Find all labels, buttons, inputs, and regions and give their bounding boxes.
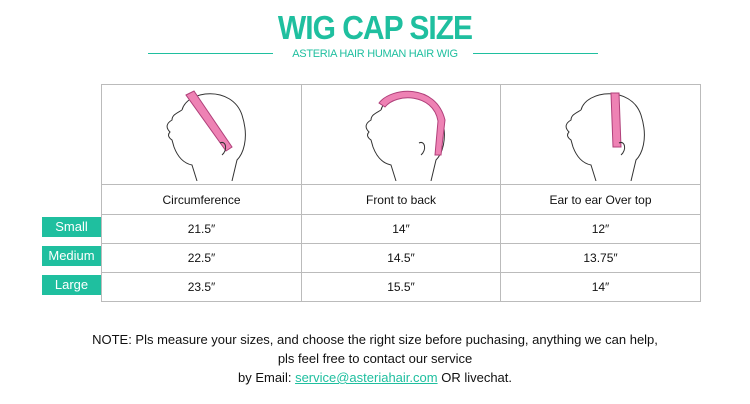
size-label-medium: Medium	[42, 246, 101, 266]
column-header: Front to back	[301, 184, 501, 215]
table-row: 21.5″ 14″ 12″	[101, 214, 701, 244]
note-line-2: pls feel free to contact our service	[277, 351, 473, 366]
size-label-large: Large	[42, 275, 101, 295]
email-link[interactable]: service@asteriahair.com	[295, 370, 438, 385]
note-email-prefix: by Email:	[237, 370, 296, 385]
head-circumference-icon	[166, 90, 246, 182]
cell: 21.5″	[101, 214, 302, 244]
column-header: Circumference	[101, 184, 302, 215]
note-line-3: by Email: service@asteriahair.com OR liv…	[0, 368, 750, 387]
head-front-to-back-icon	[365, 90, 446, 182]
size-label-small: Small	[42, 217, 101, 237]
cell: 14″	[500, 272, 701, 302]
cell: 15.5″	[301, 272, 501, 302]
page-subtitle: ASTERIA HAIR HUMAN HAIR WIG	[292, 48, 458, 60]
ear-to-ear-image	[500, 84, 701, 185]
divider-left	[148, 53, 273, 54]
note-email-suffix: OR livechat.	[437, 370, 513, 385]
divider-right	[473, 53, 598, 54]
column-header: Ear to ear Over top	[500, 184, 701, 215]
table-row: 23.5″ 15.5″ 14″	[101, 272, 701, 302]
cell: 14″	[301, 214, 501, 244]
page-title: WIG CAP SIZE	[277, 10, 473, 47]
cell: 13.75″	[500, 243, 701, 273]
note-line-1: NOTE: Pls measure your sizes, and choose…	[92, 332, 658, 347]
cell: 23.5″	[101, 272, 302, 302]
front-to-back-image	[301, 84, 501, 185]
head-ear-to-ear-icon	[565, 92, 645, 182]
size-table: Circumference Front to back Ear to ear O…	[101, 84, 701, 302]
cell: 14.5″	[301, 243, 501, 273]
table-row: 22.5″ 14.5″ 13.75″	[101, 243, 701, 273]
circumference-image	[101, 84, 302, 185]
cell: 22.5″	[101, 243, 302, 273]
note: NOTE: Pls measure your sizes, and choose…	[0, 330, 750, 387]
cell: 12″	[500, 214, 701, 244]
